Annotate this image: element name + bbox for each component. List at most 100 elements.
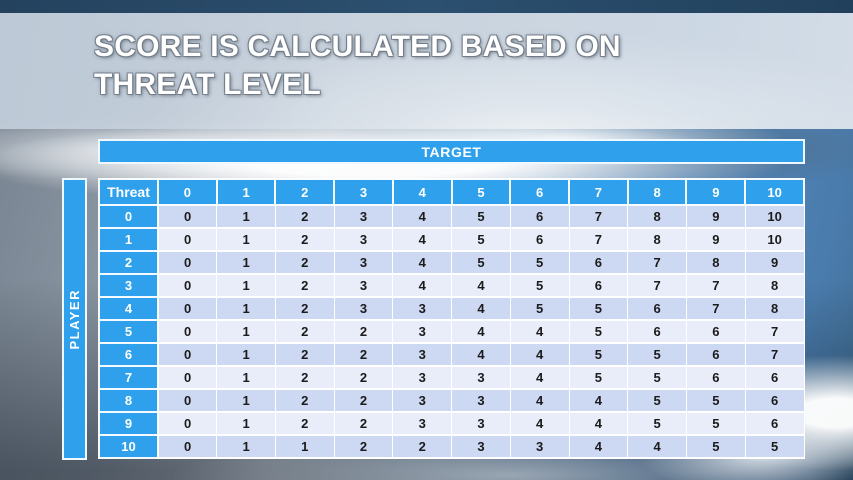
score-cell-7-3: 2 — [333, 365, 394, 390]
score-cell-9-8: 5 — [627, 411, 687, 436]
score-cell-0-3: 3 — [333, 204, 394, 229]
score-cell-8-1: 1 — [216, 388, 276, 413]
score-cell-10-1: 1 — [216, 434, 276, 459]
top-sky-strip — [0, 0, 853, 13]
title-band: SCORE IS CALCULATED BASED ON THREAT LEVEL — [0, 13, 853, 129]
score-cell-2-4: 4 — [392, 250, 453, 275]
score-cell-5-9: 6 — [685, 319, 746, 344]
score-cell-1-0: 0 — [157, 227, 218, 252]
score-cell-5-7: 5 — [568, 319, 629, 344]
column-header-9: 9 — [685, 178, 747, 206]
score-cell-8-9: 5 — [685, 388, 746, 413]
score-cell-3-9: 7 — [685, 273, 746, 298]
score-cell-10-10: 5 — [744, 434, 805, 459]
score-cell-8-10: 6 — [744, 388, 805, 413]
score-cell-8-0: 0 — [157, 388, 218, 413]
target-axis-label-text: TARGET — [421, 143, 482, 160]
score-cell-0-6: 6 — [509, 204, 570, 229]
column-header-4: 4 — [391, 178, 453, 206]
score-cell-3-1: 1 — [216, 273, 276, 298]
score-cell-6-7: 5 — [568, 342, 629, 367]
score-cell-6-1: 1 — [216, 342, 276, 367]
slide-title-line1: SCORE IS CALCULATED BASED ON — [94, 30, 621, 63]
score-cell-9-2: 2 — [274, 411, 335, 436]
score-cell-4-8: 6 — [627, 296, 687, 321]
score-cell-7-6: 4 — [509, 365, 570, 390]
slide-title: SCORE IS CALCULATED BASED ON THREAT LEVEL — [94, 28, 621, 104]
score-cell-6-8: 5 — [627, 342, 687, 367]
score-cell-3-8: 7 — [627, 273, 687, 298]
score-cell-7-0: 0 — [157, 365, 218, 390]
score-cell-0-1: 1 — [216, 204, 276, 229]
score-cell-10-2: 1 — [274, 434, 335, 459]
column-header-8: 8 — [626, 178, 688, 206]
header-row: Threat 0 1 2 3 4 5 6 7 8 9 10 — [98, 178, 805, 206]
score-cell-1-8: 8 — [627, 227, 687, 252]
score-cell-2-1: 1 — [216, 250, 276, 275]
score-cell-2-10: 9 — [744, 250, 805, 275]
score-cell-2-8: 7 — [627, 250, 687, 275]
score-cell-5-0: 0 — [157, 319, 218, 344]
score-cell-7-10: 6 — [744, 365, 805, 390]
column-header-5: 5 — [450, 178, 512, 206]
column-header-6: 6 — [509, 178, 571, 206]
score-cell-4-9: 7 — [685, 296, 746, 321]
score-cell-4-5: 4 — [451, 296, 511, 321]
score-cell-5-8: 6 — [627, 319, 687, 344]
score-cell-4-10: 8 — [744, 296, 805, 321]
score-cell-9-7: 4 — [568, 411, 629, 436]
score-cell-3-10: 8 — [744, 273, 805, 298]
score-cell-9-10: 6 — [744, 411, 805, 436]
score-cell-4-4: 3 — [392, 296, 453, 321]
column-header-7: 7 — [568, 178, 629, 206]
score-table-body: 0 0 1 2 3 4 5 6 7 8 9 10 1 0 1 2 3 4 5 6 7 8 9 10 2 0 1 2 3 4 5 5 6 7 8 9 3 0… — [98, 204, 805, 459]
row-header-9: 9 — [98, 411, 159, 436]
score-cell-1-1: 1 — [216, 227, 276, 252]
score-cell-7-1: 1 — [216, 365, 276, 390]
score-cell-3-5: 4 — [451, 273, 511, 298]
score-cell-3-0: 0 — [157, 273, 218, 298]
score-cell-7-7: 5 — [568, 365, 629, 390]
score-cell-1-10: 10 — [744, 227, 805, 252]
column-header-0: 0 — [157, 178, 218, 206]
score-cell-9-5: 3 — [451, 411, 511, 436]
score-cell-10-6: 3 — [509, 434, 570, 459]
score-cell-6-10: 7 — [744, 342, 805, 367]
score-row-10: 10 0 1 1 2 2 3 3 4 4 5 5 — [98, 434, 805, 459]
score-cell-7-5: 3 — [451, 365, 511, 390]
score-cell-8-7: 4 — [568, 388, 629, 413]
score-cell-6-0: 0 — [157, 342, 218, 367]
column-header-3: 3 — [333, 178, 394, 206]
row-header-5: 5 — [98, 319, 159, 344]
score-cell-1-9: 9 — [685, 227, 746, 252]
score-cell-10-0: 0 — [157, 434, 218, 459]
score-cell-2-0: 0 — [157, 250, 218, 275]
score-cell-8-5: 3 — [451, 388, 511, 413]
score-cell-8-8: 5 — [627, 388, 687, 413]
score-cell-2-6: 5 — [509, 250, 570, 275]
score-cell-3-2: 2 — [274, 273, 335, 298]
score-cell-9-4: 3 — [392, 411, 453, 436]
score-cell-1-2: 2 — [274, 227, 335, 252]
score-cell-3-6: 5 — [509, 273, 570, 298]
score-cell-9-6: 4 — [509, 411, 570, 436]
score-cell-6-9: 6 — [685, 342, 746, 367]
row-header-10: 10 — [98, 434, 159, 459]
score-cell-5-6: 4 — [509, 319, 570, 344]
score-cell-4-3: 3 — [333, 296, 394, 321]
row-header-2: 2 — [98, 250, 159, 275]
player-axis-label-text: PLAYER — [67, 288, 82, 350]
score-cell-4-6: 5 — [509, 296, 570, 321]
row-header-7: 7 — [98, 365, 159, 390]
score-cell-7-9: 6 — [685, 365, 746, 390]
score-cell-0-4: 4 — [392, 204, 453, 229]
score-cell-7-8: 5 — [627, 365, 687, 390]
score-cell-1-7: 7 — [568, 227, 629, 252]
score-cell-4-1: 1 — [216, 296, 276, 321]
